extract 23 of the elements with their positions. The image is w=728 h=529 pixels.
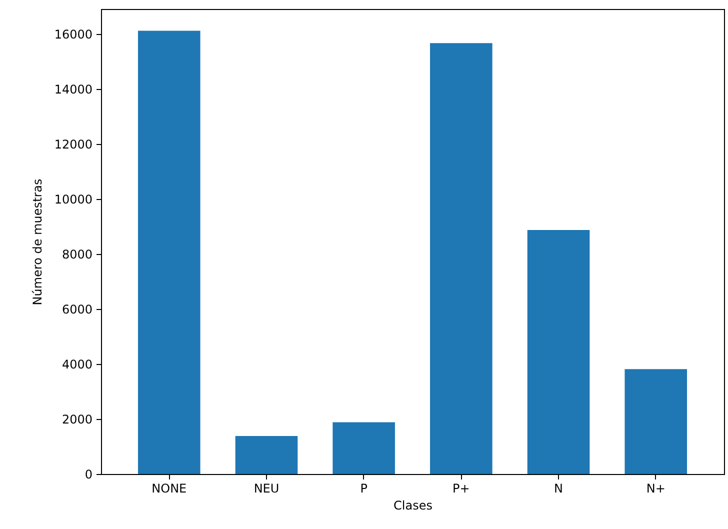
bar [527,230,590,474]
bar [235,436,298,474]
bar [624,369,688,474]
x-tick-label: N [554,482,564,496]
y-tick-label: 2000 [62,412,92,426]
bar [430,43,492,474]
y-axis-title: Número de muestras [30,178,44,306]
y-tick-label: 12000 [54,137,92,152]
y-tick-label: 6000 [62,302,92,316]
y-tick-label: 10000 [54,192,92,206]
bar [332,422,395,474]
x-tick-label: N+ [646,482,666,496]
x-tick-label: NONE [152,482,187,496]
y-tick-label: 0 [84,468,92,482]
y-tick-label: 14000 [54,82,92,96]
x-axis-title: Clases [394,498,432,512]
y-tick-label: 4000 [62,357,92,372]
y-tick-label: 8000 [62,247,92,262]
bar [138,30,200,474]
x-tick-label: P [360,482,368,496]
y-tick-label: 16000 [54,27,92,42]
x-tick-label: NEU [254,482,280,496]
x-tick-label: P+ [452,482,470,496]
